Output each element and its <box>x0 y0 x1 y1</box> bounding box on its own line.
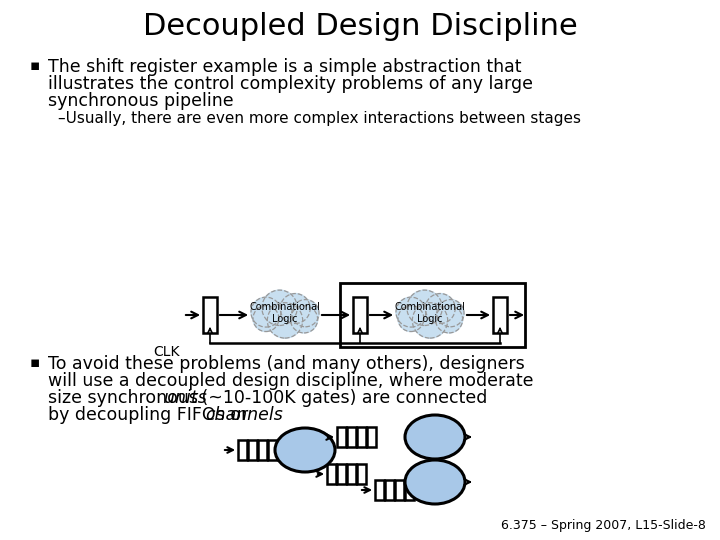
Circle shape <box>398 306 424 332</box>
Text: 6.375 – Spring 2007, L15-Slide-8: 6.375 – Spring 2007, L15-Slide-8 <box>501 519 706 532</box>
Text: Combinational
Logic: Combinational Logic <box>395 302 465 324</box>
Bar <box>357 464 366 484</box>
Text: –Usually, there are even more complex interactions between stages: –Usually, there are even more complex in… <box>58 111 581 126</box>
Bar <box>337 427 346 447</box>
Bar <box>268 440 277 460</box>
Text: channels: channels <box>205 406 283 424</box>
Circle shape <box>253 306 279 332</box>
Text: Decoupled Design Discipline: Decoupled Design Discipline <box>143 12 577 41</box>
Circle shape <box>267 303 302 338</box>
Bar <box>367 427 376 447</box>
Circle shape <box>290 306 318 333</box>
Bar <box>340 283 525 347</box>
Circle shape <box>292 300 319 327</box>
Text: To avoid these problems (and many others), designers: To avoid these problems (and many others… <box>48 355 525 373</box>
Bar <box>385 480 394 500</box>
Bar <box>203 297 217 333</box>
Ellipse shape <box>405 415 465 459</box>
Bar <box>238 440 247 460</box>
Ellipse shape <box>405 460 465 504</box>
Bar <box>405 480 414 500</box>
Text: CLK: CLK <box>153 345 180 359</box>
Circle shape <box>426 294 455 323</box>
Bar <box>395 480 404 500</box>
Circle shape <box>436 306 463 333</box>
Text: illustrates the control complexity problems of any large: illustrates the control complexity probl… <box>48 75 533 93</box>
Text: ▪: ▪ <box>30 355 40 370</box>
Text: units: units <box>164 389 207 407</box>
Circle shape <box>396 297 426 327</box>
Bar <box>353 297 367 333</box>
Bar <box>337 464 346 484</box>
Circle shape <box>437 300 464 327</box>
Bar <box>327 464 336 484</box>
Ellipse shape <box>275 428 335 472</box>
Text: ▪: ▪ <box>30 58 40 73</box>
Bar <box>375 480 384 500</box>
Bar <box>347 427 356 447</box>
Bar <box>248 440 257 460</box>
Circle shape <box>262 290 297 326</box>
Text: (~10-100K gates) are connected: (~10-100K gates) are connected <box>196 389 487 407</box>
Circle shape <box>407 290 442 326</box>
Bar <box>258 440 267 460</box>
Text: The shift register example is a simple abstraction that: The shift register example is a simple a… <box>48 58 521 76</box>
Text: will use a decoupled design discipline, where moderate: will use a decoupled design discipline, … <box>48 372 534 390</box>
Circle shape <box>280 294 310 323</box>
Text: size synchronous: size synchronous <box>48 389 204 407</box>
Bar <box>357 427 366 447</box>
Circle shape <box>413 303 448 338</box>
Circle shape <box>251 297 281 327</box>
Text: synchronous pipeline: synchronous pipeline <box>48 92 233 110</box>
Text: Combinational
Logic: Combinational Logic <box>250 302 320 324</box>
Bar <box>347 464 356 484</box>
Text: by decoupling FIFOs or: by decoupling FIFOs or <box>48 406 253 424</box>
Bar <box>493 297 507 333</box>
